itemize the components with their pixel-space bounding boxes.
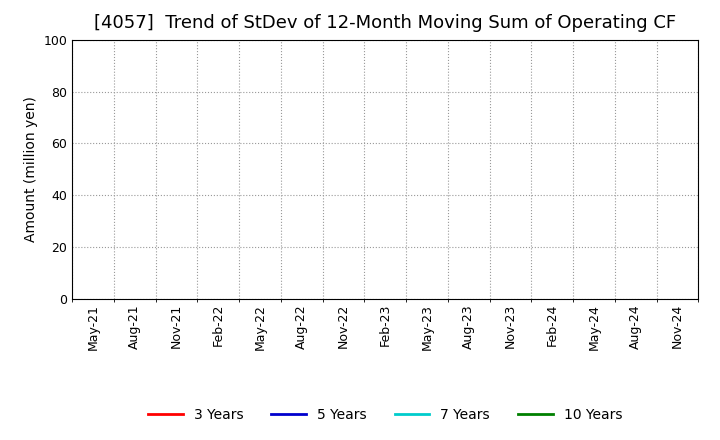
Legend: 3 Years, 5 Years, 7 Years, 10 Years: 3 Years, 5 Years, 7 Years, 10 Years [143,402,628,427]
Y-axis label: Amount (million yen): Amount (million yen) [24,96,37,242]
Title: [4057]  Trend of StDev of 12-Month Moving Sum of Operating CF: [4057] Trend of StDev of 12-Month Moving… [94,15,676,33]
